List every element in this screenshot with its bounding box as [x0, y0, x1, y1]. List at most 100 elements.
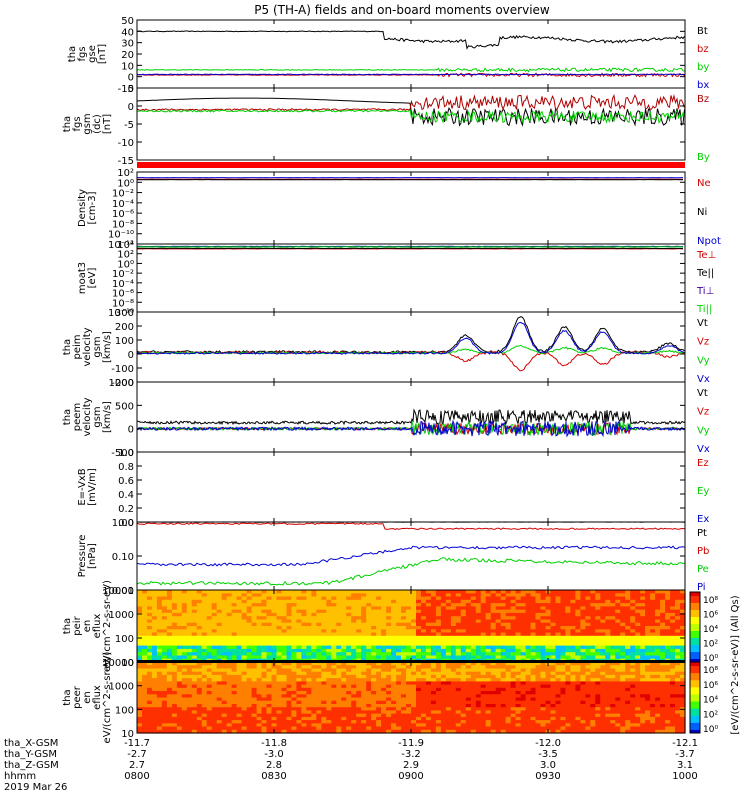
heat-cell	[291, 642, 297, 647]
heat-cell	[336, 596, 342, 601]
heat-cell	[351, 691, 357, 695]
heat-cell	[206, 652, 213, 657]
heat-cell	[161, 713, 168, 718]
heat-cell	[151, 716, 158, 721]
heat-cell	[515, 619, 522, 624]
series-by	[136, 67, 685, 73]
heat-cell	[206, 635, 213, 640]
heat-cell	[605, 726, 611, 731]
heat-cell	[156, 609, 163, 614]
heat-cell	[515, 603, 522, 607]
heat-cell	[480, 642, 487, 647]
heat-cell	[625, 687, 631, 692]
heat-cell	[490, 687, 497, 692]
heat-cell	[575, 648, 581, 653]
heat-cell	[530, 596, 537, 601]
heat-cell	[555, 729, 562, 734]
heat-cell	[321, 697, 327, 702]
heat-cell	[276, 632, 283, 637]
heat-cell	[505, 612, 512, 617]
heat-cell	[221, 590, 228, 594]
heat-cell	[166, 665, 173, 669]
heat-cell	[376, 642, 382, 647]
heat-cell	[231, 700, 238, 705]
heat-cell	[460, 713, 467, 718]
heat-cell	[505, 603, 512, 607]
heat-cell	[655, 629, 661, 634]
heat-cell	[580, 678, 586, 682]
heat-cell	[445, 590, 452, 594]
heat-cell	[411, 593, 417, 598]
heat-cell	[520, 707, 527, 711]
heat-cell	[326, 648, 332, 653]
heat-cell	[485, 655, 492, 660]
heat-cell	[510, 593, 517, 598]
heat-cell	[421, 599, 427, 604]
heat-cell	[416, 609, 422, 614]
heat-cell	[147, 704, 153, 708]
heat-cell	[381, 723, 387, 728]
heat-cell	[545, 652, 552, 657]
heat-cell	[615, 590, 621, 594]
heat-cell	[301, 590, 307, 594]
heat-cell	[411, 681, 417, 686]
heat-cell	[425, 616, 432, 621]
heat-cell	[550, 655, 557, 660]
heat-cell	[610, 716, 616, 721]
heat-cell	[435, 726, 442, 731]
heat-cell	[341, 684, 347, 689]
heat-cell	[495, 720, 502, 724]
heat-cell	[620, 622, 626, 627]
heat-cell	[500, 668, 507, 673]
heat-cell	[635, 713, 641, 718]
heat-cell	[570, 665, 576, 669]
heat-cell	[246, 648, 253, 653]
heat-cell	[371, 622, 377, 627]
heat-cell	[391, 684, 397, 689]
heat-cell	[475, 710, 482, 715]
heat-cell	[281, 616, 288, 621]
heat-cell	[545, 687, 552, 692]
heat-cell	[137, 687, 143, 692]
heat-cell	[316, 691, 322, 695]
heat-cell	[341, 606, 347, 611]
heat-cell	[196, 635, 203, 640]
heat-cell	[416, 674, 422, 679]
heat-cell	[211, 642, 218, 647]
heat-cell	[565, 665, 571, 669]
heat-cell	[351, 639, 357, 643]
heat-cell	[630, 671, 636, 676]
heat-cell	[465, 616, 472, 621]
y-axis-label-word: gse	[87, 45, 98, 63]
heat-cell	[570, 691, 576, 695]
heat-cell	[650, 603, 656, 607]
heat-cell	[161, 593, 168, 598]
heat-cell	[381, 642, 387, 647]
heat-cell	[425, 726, 432, 731]
heat-cell	[585, 612, 591, 617]
heat-cell	[510, 726, 517, 731]
heat-cell	[535, 612, 542, 617]
heat-cell	[216, 723, 223, 728]
heat-cell	[286, 704, 293, 708]
heat-cell	[485, 652, 492, 657]
heat-cell	[301, 632, 307, 637]
heat-cell	[396, 596, 402, 601]
heat-cell	[425, 681, 432, 686]
heat-cell	[231, 622, 238, 627]
heat-cell	[445, 684, 452, 689]
heat-cell	[450, 606, 457, 611]
heat-cell	[620, 665, 626, 669]
heat-cell	[530, 639, 537, 643]
heat-cell	[470, 599, 477, 604]
heat-cell	[630, 616, 636, 621]
heat-cell	[156, 648, 163, 653]
heat-cell	[470, 652, 477, 657]
heat-cell	[396, 662, 402, 666]
heat-cell	[635, 648, 641, 653]
heat-cell	[137, 616, 143, 621]
heat-cell	[416, 700, 422, 705]
heat-cell	[500, 674, 507, 679]
heat-cell	[336, 700, 342, 705]
heat-cell	[301, 707, 307, 711]
